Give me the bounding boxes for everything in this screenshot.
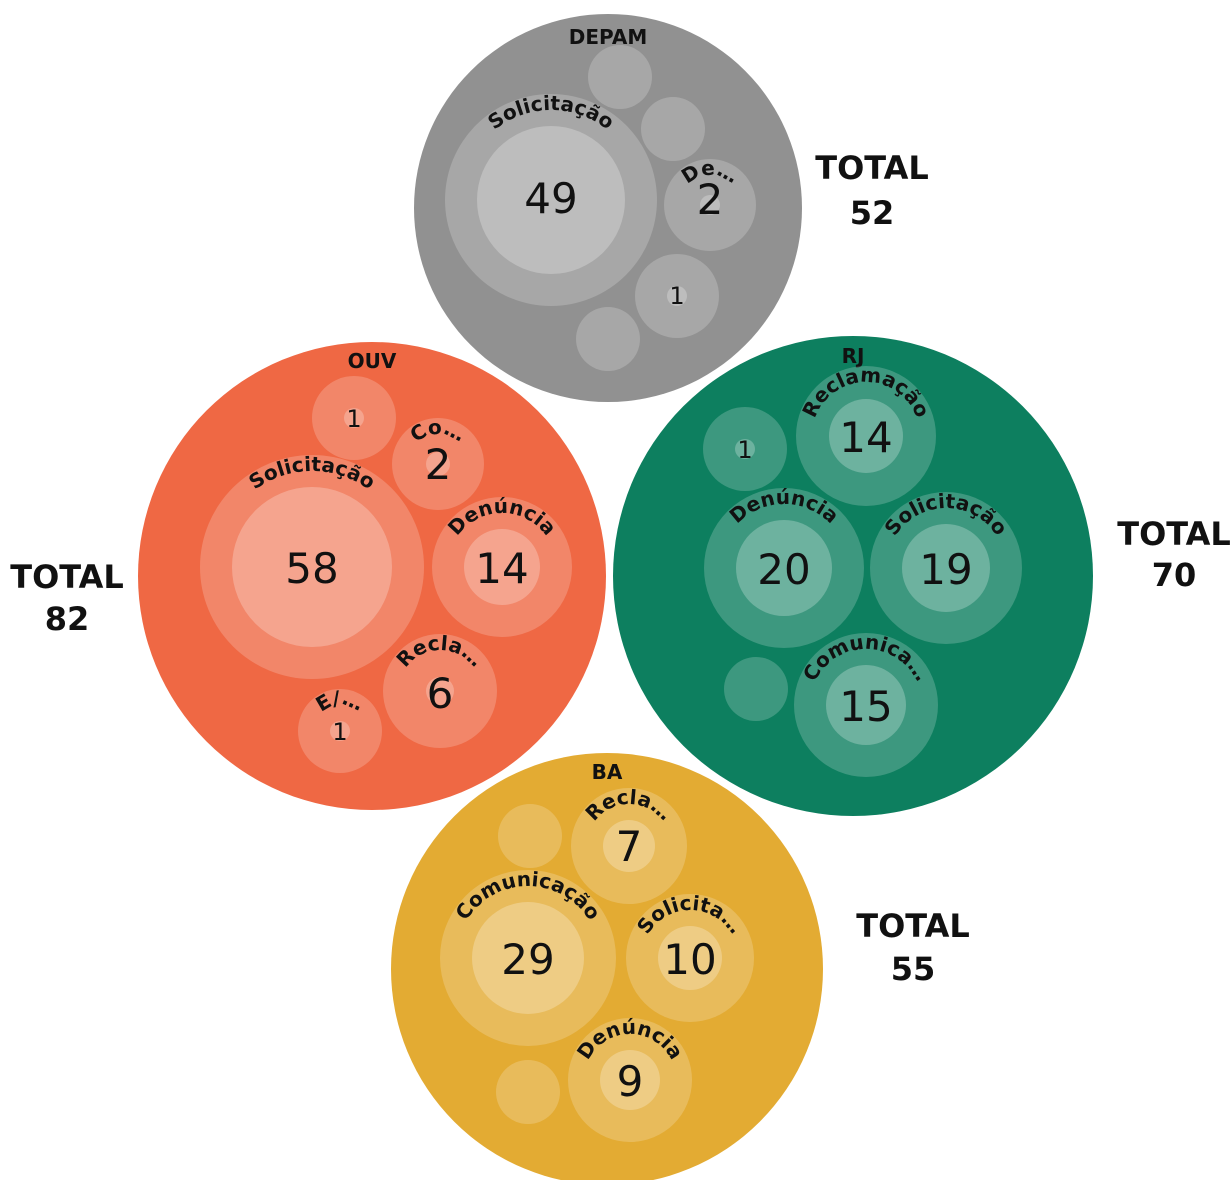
bubble-ba-4 bbox=[498, 804, 562, 868]
bubble-inner-rj-0 bbox=[829, 399, 903, 473]
group-ouv: OUVSolicitação58Denúncia14Recla…6Co…21E/… bbox=[10, 342, 606, 810]
bubble-rj-4 bbox=[703, 407, 787, 491]
bubble-value-rj-3: 15 bbox=[839, 682, 892, 731]
bubble-value-ouv-2: 6 bbox=[427, 669, 454, 718]
bubble-value-rj-1: 20 bbox=[757, 545, 810, 594]
bubble-ouv-4 bbox=[312, 376, 396, 460]
bubble-value-rj-0: 14 bbox=[839, 413, 892, 462]
total-label-ouv: TOTAL bbox=[10, 558, 124, 596]
bubble-value-ba-2: 10 bbox=[663, 935, 716, 984]
bubble-inner-ouv-4 bbox=[344, 408, 364, 428]
bubble-inner-ba-2 bbox=[658, 926, 722, 990]
bubble-inner-rj-3 bbox=[826, 665, 906, 745]
bubble-ouv-3 bbox=[392, 418, 484, 510]
group-title-rj: RJ bbox=[842, 344, 865, 368]
bubble-inner-ouv-0 bbox=[232, 487, 392, 647]
bubble-value-ba-3: 9 bbox=[617, 1057, 644, 1106]
bubble-rj-0 bbox=[796, 366, 936, 506]
bubble-value-depam-0: 49 bbox=[524, 174, 577, 223]
bubble-inner-ba-1 bbox=[472, 902, 584, 1014]
bubble-inner-ouv-2 bbox=[426, 677, 454, 705]
bubble-ouv-0 bbox=[200, 455, 424, 679]
bubble-depam-0 bbox=[445, 94, 657, 306]
group-circle-ba bbox=[391, 753, 823, 1180]
bubble-ba-1 bbox=[440, 870, 616, 1046]
total-value-depam: 52 bbox=[850, 194, 895, 232]
bubble-inner-ouv-3 bbox=[426, 452, 450, 476]
bubble-inner-depam-2 bbox=[667, 286, 687, 306]
bubble-value-depam-1: 2 bbox=[697, 175, 724, 224]
group-circle-rj bbox=[613, 336, 1093, 816]
bubble-value-ouv-5: 1 bbox=[332, 718, 347, 746]
bubble-rj-3 bbox=[794, 633, 938, 777]
bubble-value-depam-2: 1 bbox=[669, 282, 684, 310]
bubble-depam-2 bbox=[635, 254, 719, 338]
bubble-value-ouv-3: 2 bbox=[425, 440, 452, 489]
bubble-rj-2 bbox=[870, 492, 1022, 644]
bubble-inner-ouv-5 bbox=[330, 721, 350, 741]
bubble-inner-rj-4 bbox=[735, 439, 755, 459]
bubble-rj-1 bbox=[704, 488, 864, 648]
bubble-ouv-1 bbox=[432, 497, 572, 637]
bubble-ba-0 bbox=[571, 788, 687, 904]
total-label-ba: TOTAL bbox=[856, 907, 970, 945]
bubble-ouv-5 bbox=[298, 689, 382, 773]
group-title-ba: BA bbox=[592, 760, 623, 784]
bubble-inner-rj-1 bbox=[736, 520, 832, 616]
bubble-inner-depam-0 bbox=[477, 126, 625, 274]
total-label-rj: TOTAL bbox=[1117, 515, 1230, 553]
bubble-depam-5 bbox=[576, 307, 640, 371]
bubble-value-ouv-0: 58 bbox=[285, 544, 338, 593]
group-circle-depam bbox=[414, 14, 802, 402]
total-value-ba: 55 bbox=[891, 950, 936, 988]
total-value-ouv: 82 bbox=[45, 600, 90, 638]
bubble-value-ouv-1: 14 bbox=[475, 544, 528, 593]
bubble-inner-depam-1 bbox=[700, 195, 720, 215]
bubble-inner-ba-0 bbox=[603, 820, 655, 872]
bubble-ba-5 bbox=[496, 1060, 560, 1124]
total-value-rj: 70 bbox=[1152, 556, 1197, 594]
bubble-inner-rj-2 bbox=[902, 524, 990, 612]
bubble-depam-1 bbox=[664, 159, 756, 251]
bubble-depam-3 bbox=[588, 45, 652, 109]
group-title-depam: DEPAM bbox=[569, 25, 647, 49]
bubble-value-rj-4: 1 bbox=[737, 436, 752, 464]
bubble-inner-ouv-1 bbox=[464, 529, 540, 605]
bubble-value-ba-0: 7 bbox=[616, 822, 643, 871]
group-title-ouv: OUV bbox=[348, 349, 397, 373]
bubble-value-ouv-4: 1 bbox=[346, 405, 361, 433]
bubble-inner-ba-3 bbox=[600, 1050, 660, 1110]
bubble-value-ba-1: 29 bbox=[501, 935, 554, 984]
group-circle-ouv bbox=[138, 342, 606, 810]
group-ba: BARecla…7Comunicação29Solicita…10Denúnci… bbox=[391, 753, 970, 1180]
bubble-value-rj-2: 19 bbox=[919, 545, 972, 594]
bubble-depam-4 bbox=[641, 97, 705, 161]
bubble-ba-3 bbox=[568, 1018, 692, 1142]
bubble-rj-5 bbox=[724, 657, 788, 721]
bubble-ba-2 bbox=[626, 894, 754, 1022]
bubble-ouv-2 bbox=[383, 634, 497, 748]
group-rj: RJReclamação14Denúncia20Solicitação19Com… bbox=[613, 336, 1230, 816]
total-label-depam: TOTAL bbox=[815, 149, 929, 187]
